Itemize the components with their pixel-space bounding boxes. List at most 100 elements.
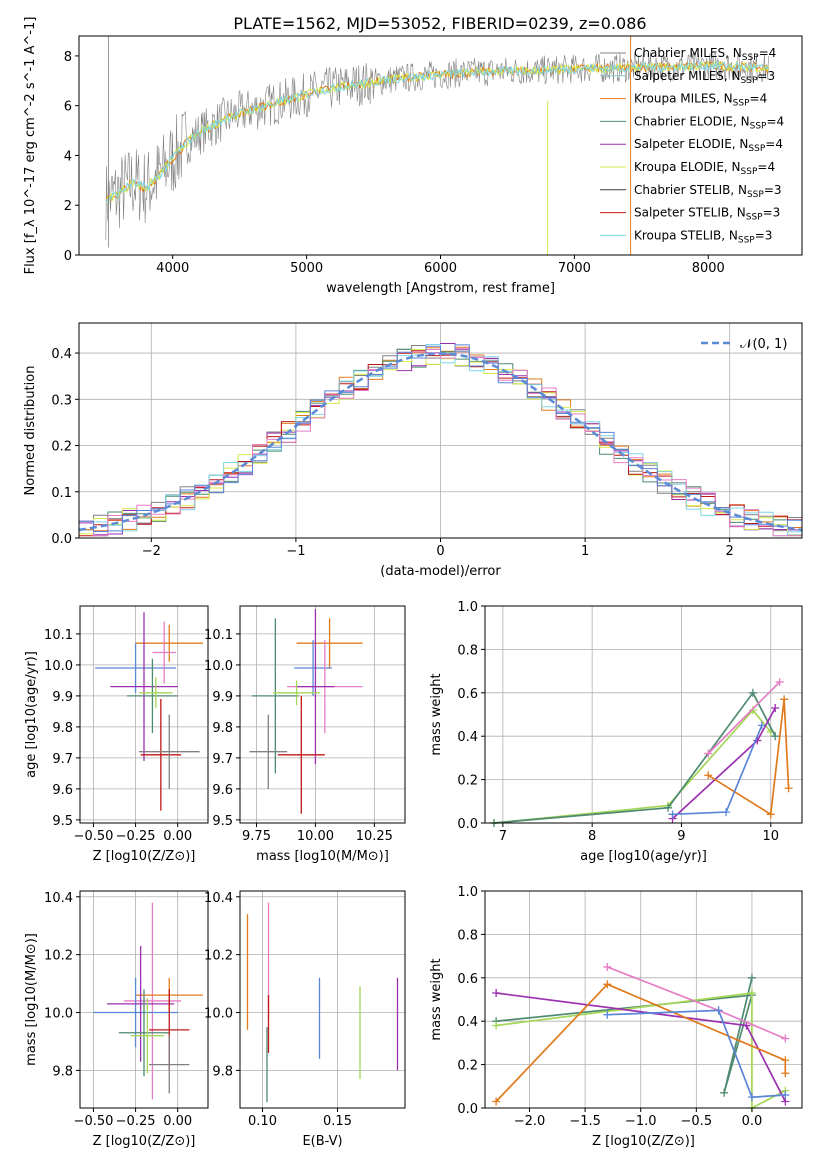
- plus-marker: [781, 1056, 790, 1065]
- mass_vs_EBV-frame: [239, 890, 406, 1109]
- legend-label: Chabrier MILES, NSSP=4: [634, 46, 776, 63]
- normal-curve: [79, 352, 802, 532]
- series-line: [496, 977, 754, 1094]
- y-tick-label: 0.1: [51, 486, 72, 501]
- x-tick-label: −0.50: [74, 829, 114, 844]
- legend-label: Chabrier STELIB, NSSP=3: [634, 183, 782, 200]
- y-tick-label: 10.2: [44, 949, 73, 964]
- y-axis-label: mass weight: [429, 958, 444, 1040]
- plus-marker: [720, 1088, 729, 1097]
- x-axis-label: Z [log10(Z/Z⊙)]: [592, 1134, 695, 1149]
- weight_vs_age-frame: [484, 605, 803, 824]
- x-tick-label: 1: [581, 544, 589, 559]
- y-tick-label: 10.0: [44, 659, 73, 674]
- x-axis-label: E(B-V): [302, 1134, 342, 1149]
- age_vs_Z-frame: [79, 605, 209, 824]
- plus-marker: [781, 1090, 790, 1099]
- y-tick-label: 0.4: [457, 1015, 478, 1030]
- legend-label: Salpeter STELIB, NSSP=3: [634, 206, 780, 223]
- plus-marker: [747, 973, 756, 982]
- x-tick-label: 0: [436, 544, 444, 559]
- x-axis-label: age [log10(age/yr)]: [580, 849, 707, 864]
- x-tick-label: −1: [286, 544, 305, 559]
- y-tick-label: 9.6: [52, 783, 73, 798]
- plus-marker: [747, 988, 756, 997]
- y-tick-label: 0.8: [457, 928, 478, 943]
- y-tick-label: 8: [64, 50, 72, 65]
- x-axis-label: mass [log10(M/M⊙)]: [256, 849, 389, 864]
- y-tick-label: 9.5: [52, 814, 73, 829]
- plus-marker: [780, 695, 789, 704]
- y-tick-label: 9.8: [52, 721, 73, 736]
- y-axis-label: mass [log10(M/M⊙)]: [24, 933, 39, 1066]
- x-tick-label: 0.00: [163, 829, 192, 844]
- series-line: [707, 699, 790, 816]
- x-tick-label: 10: [762, 829, 779, 844]
- x-tick-label: 8000: [692, 261, 725, 276]
- legend-label: Chabrier ELODIE, NSSP=4: [634, 114, 784, 131]
- x-tick-label: 8: [588, 829, 596, 844]
- y-tick-label: 2: [64, 199, 72, 214]
- y-tick-label: 0.0: [51, 532, 72, 547]
- y-tick-label: 6: [64, 100, 72, 115]
- x-tick-label: 9.75: [242, 829, 271, 844]
- legend-label: Salpeter MILES, NSSP=3: [634, 69, 775, 86]
- y-tick-label: 0.6: [457, 972, 478, 987]
- plus-marker: [781, 1069, 790, 1078]
- y-tick-label: 10.4: [204, 891, 233, 906]
- y-axis-label: Normed distribution: [23, 366, 38, 496]
- y-tick-label: 4: [64, 149, 72, 164]
- y-tick-label: 0.8: [457, 643, 478, 658]
- y-tick-label: 9.6: [212, 783, 233, 798]
- y-tick-label: 9.9: [52, 690, 73, 705]
- x-tick-label: −0.5: [681, 1114, 713, 1129]
- mass_vs_EBV-bg: [240, 891, 405, 1108]
- x-tick-label: −0.25: [116, 829, 156, 844]
- y-tick-label: 1.0: [457, 885, 478, 900]
- spectrum-model-line: [105, 61, 769, 203]
- x-tick-label: −2: [142, 544, 161, 559]
- plus-marker: [492, 1021, 501, 1030]
- y-tick-label: 0.6: [457, 687, 478, 702]
- x-axis-label: Z [log10(Z/Z⊙)]: [93, 1134, 196, 1149]
- plus-marker: [492, 988, 501, 997]
- plus-marker: [748, 706, 757, 715]
- x-tick-label: 0.10: [248, 1114, 277, 1129]
- plus-marker: [603, 1010, 612, 1019]
- plus-marker: [722, 808, 731, 817]
- plus-marker: [664, 803, 673, 812]
- series-line: [495, 983, 787, 1103]
- x-tick-label: 0.00: [163, 1114, 192, 1129]
- plus-marker: [757, 721, 766, 730]
- x-tick-label: −2.0: [514, 1114, 546, 1129]
- plus-marker: [775, 677, 784, 686]
- legend-label: Kroupa MILES, NSSP=4: [634, 92, 767, 109]
- age_vs_mass-frame: [239, 605, 406, 824]
- plus-marker: [704, 749, 713, 758]
- x-tick-label: −0.50: [74, 1114, 114, 1129]
- y-tick-label: 0.2: [457, 774, 478, 789]
- y-axis-label: Flux [f_λ 10^-17 erg cm^-2 s^-1 A^-1]: [23, 17, 38, 275]
- y-axis-label: mass weight: [429, 673, 444, 755]
- plus-marker: [603, 962, 612, 971]
- mass_vs_Z-frame: [79, 890, 209, 1109]
- y-tick-label: 10.1: [44, 628, 73, 643]
- plus-marker: [492, 1097, 501, 1106]
- y-tick-label: 9.5: [212, 814, 233, 829]
- legend-label: Salpeter ELODIE, NSSP=4: [634, 137, 783, 154]
- weight_vs_age-bg: [485, 606, 802, 823]
- y-tick-label: 0.3: [51, 393, 72, 408]
- series-line: [707, 681, 781, 755]
- y-tick-label: 10.2: [204, 949, 233, 964]
- series-line: [607, 1009, 786, 1099]
- y-tick-label: 9.8: [52, 1064, 73, 1079]
- y-tick-label: 10.0: [204, 1007, 233, 1022]
- legend-label: Kroupa ELODIE, NSSP=4: [634, 160, 775, 177]
- y-tick-label: 0.0: [457, 817, 478, 832]
- x-tick-label: 0.15: [323, 1114, 352, 1129]
- x-tick-label: 10.00: [297, 829, 334, 844]
- y-tick-label: 10.4: [44, 891, 73, 906]
- y-tick-label: 9.7: [52, 752, 73, 767]
- plus-marker: [771, 703, 780, 712]
- x-axis-label: (data-model)/error: [380, 564, 501, 579]
